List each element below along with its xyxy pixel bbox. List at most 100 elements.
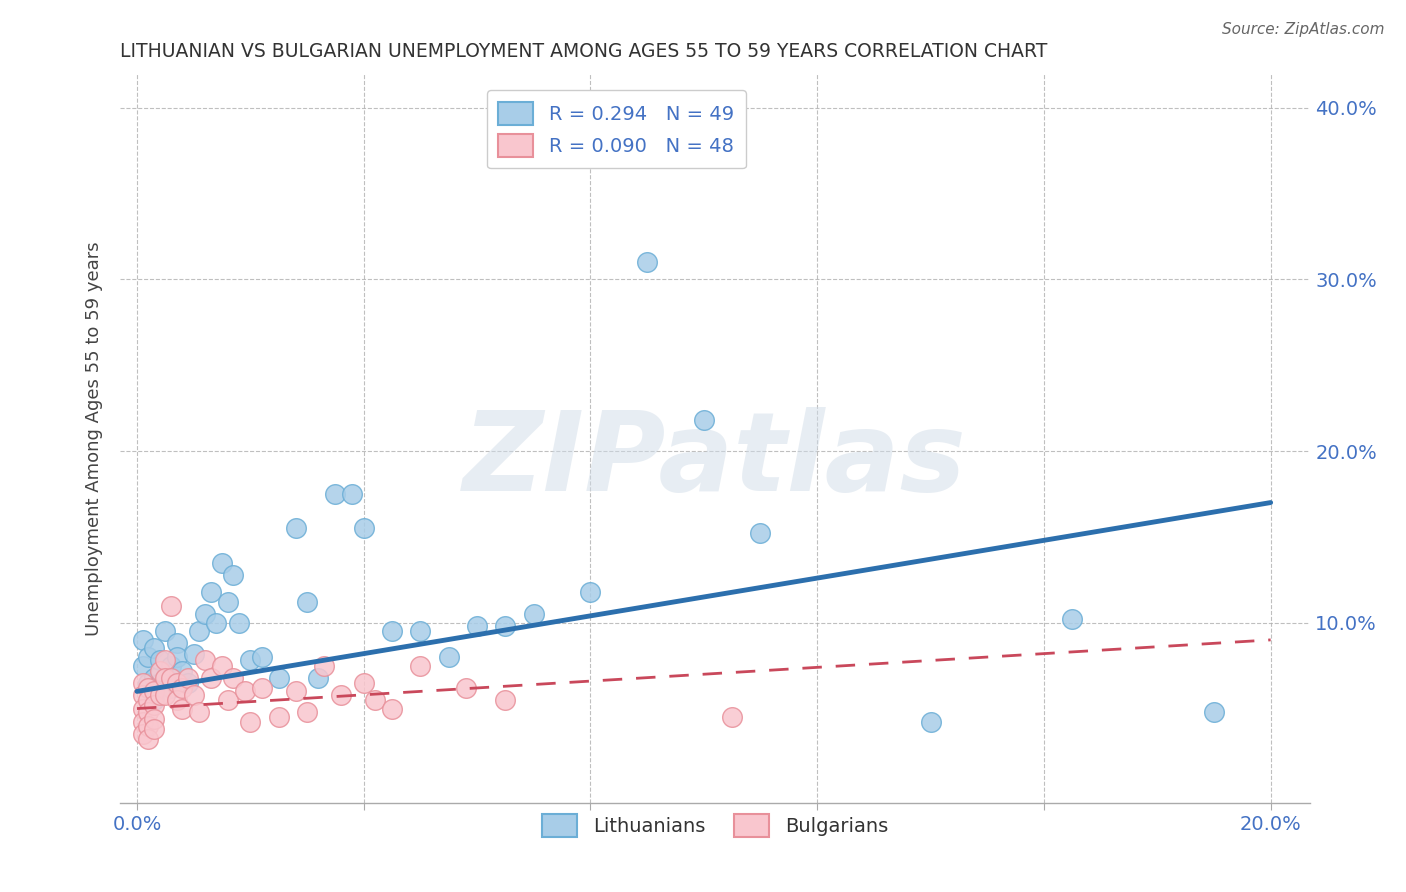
Point <box>183 688 205 702</box>
Point <box>172 681 194 695</box>
Point <box>211 658 233 673</box>
Point <box>693 413 716 427</box>
Point <box>920 715 942 730</box>
Point <box>267 671 290 685</box>
Point <box>136 693 159 707</box>
Point <box>381 701 404 715</box>
Point <box>143 684 166 698</box>
Point <box>160 671 183 685</box>
Point <box>177 675 200 690</box>
Point <box>721 710 744 724</box>
Point <box>250 681 273 695</box>
Point <box>131 688 153 702</box>
Point <box>143 712 166 726</box>
Point <box>136 675 159 690</box>
Point <box>353 521 375 535</box>
Point <box>250 650 273 665</box>
Point <box>523 607 546 622</box>
Point <box>409 658 432 673</box>
Point <box>1202 705 1225 719</box>
Point <box>155 671 177 685</box>
Point <box>295 705 318 719</box>
Point <box>228 615 250 630</box>
Point <box>188 624 211 639</box>
Point <box>183 647 205 661</box>
Point <box>172 664 194 678</box>
Point <box>330 688 353 702</box>
Point <box>233 684 256 698</box>
Point <box>166 693 188 707</box>
Point <box>494 619 516 633</box>
Point <box>307 671 329 685</box>
Legend: Lithuanians, Bulgarians: Lithuanians, Bulgarians <box>534 806 896 845</box>
Point <box>211 556 233 570</box>
Text: LITHUANIAN VS BULGARIAN UNEMPLOYMENT AMONG AGES 55 TO 59 YEARS CORRELATION CHART: LITHUANIAN VS BULGARIAN UNEMPLOYMENT AMO… <box>120 42 1047 61</box>
Point <box>312 658 335 673</box>
Point <box>160 599 183 613</box>
Point <box>131 727 153 741</box>
Point <box>454 681 477 695</box>
Text: ZIPatlas: ZIPatlas <box>463 407 967 514</box>
Point <box>295 595 318 609</box>
Point <box>200 671 222 685</box>
Point <box>205 615 228 630</box>
Point <box>284 521 307 535</box>
Text: Source: ZipAtlas.com: Source: ZipAtlas.com <box>1222 22 1385 37</box>
Point <box>166 650 188 665</box>
Point <box>136 732 159 747</box>
Point <box>222 567 245 582</box>
Point <box>131 715 153 730</box>
Point <box>217 693 239 707</box>
Point <box>131 701 153 715</box>
Point <box>409 624 432 639</box>
Point <box>131 675 153 690</box>
Point <box>143 684 166 698</box>
Point <box>200 584 222 599</box>
Point <box>143 671 166 685</box>
Point <box>749 526 772 541</box>
Point <box>155 671 177 685</box>
Point <box>160 681 183 695</box>
Point <box>143 722 166 736</box>
Point <box>149 675 172 690</box>
Point <box>267 710 290 724</box>
Point <box>131 658 153 673</box>
Point <box>149 664 172 678</box>
Point <box>364 693 387 707</box>
Point <box>239 653 262 667</box>
Point <box>239 715 262 730</box>
Point <box>636 255 658 269</box>
Point <box>342 487 364 501</box>
Point <box>143 698 166 712</box>
Point <box>494 693 516 707</box>
Point <box>166 675 188 690</box>
Point <box>136 681 159 695</box>
Point <box>177 671 200 685</box>
Point <box>222 671 245 685</box>
Point <box>143 693 166 707</box>
Point <box>284 684 307 698</box>
Point <box>155 688 177 702</box>
Point <box>194 653 217 667</box>
Point <box>325 487 347 501</box>
Point <box>465 619 488 633</box>
Y-axis label: Unemployment Among Ages 55 to 59 years: Unemployment Among Ages 55 to 59 years <box>86 241 103 635</box>
Point <box>353 675 375 690</box>
Point <box>136 719 159 733</box>
Point <box>131 632 153 647</box>
Point <box>136 705 159 719</box>
Point <box>155 653 177 667</box>
Point <box>188 705 211 719</box>
Point <box>217 595 239 609</box>
Point <box>381 624 404 639</box>
Point <box>172 701 194 715</box>
Point <box>136 650 159 665</box>
Point <box>579 584 602 599</box>
Point <box>143 641 166 656</box>
Point <box>160 658 183 673</box>
Point <box>437 650 460 665</box>
Point <box>155 624 177 639</box>
Point <box>194 607 217 622</box>
Point <box>149 653 172 667</box>
Point <box>166 636 188 650</box>
